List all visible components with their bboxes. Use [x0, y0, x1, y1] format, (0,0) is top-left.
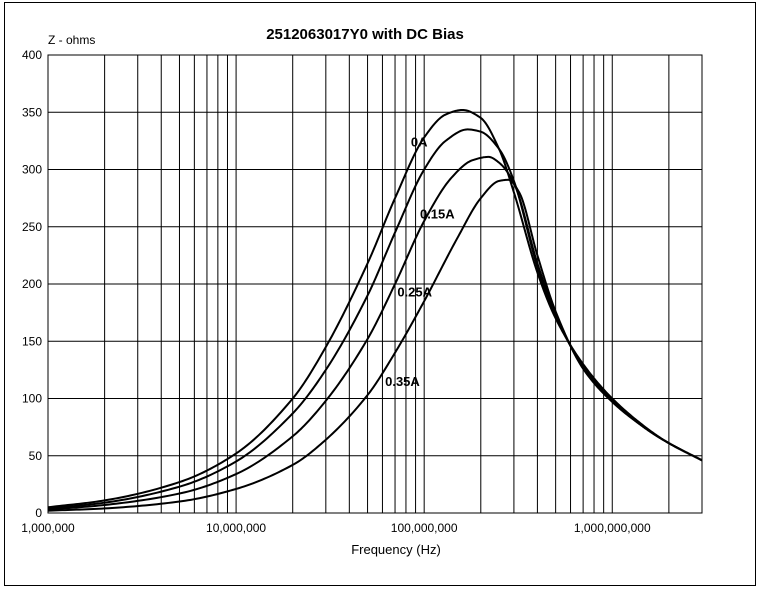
plot-border	[47, 54, 703, 514]
series-annotations: 0A 0.15A 0.25A 0.35A	[385, 135, 455, 389]
y-tick-label: 400	[22, 48, 42, 62]
y-tick-label: 50	[29, 449, 43, 463]
impedance-chart: 2512063017Y0 with DC Bias Z - ohms Frequ…	[21, 26, 703, 557]
y-tick-label: 200	[22, 277, 42, 291]
x-tick-label: 10,000,000	[206, 521, 266, 535]
y-tick-label: 250	[22, 220, 42, 234]
y-tick-label: 0	[35, 506, 42, 520]
series-annotation: 0A	[411, 135, 428, 150]
series-annotation: 0.15A	[420, 207, 455, 222]
grid	[47, 54, 703, 514]
y-axis-label: Z - ohms	[48, 33, 95, 47]
tick-labels: 0 50 100 150 200 250 300 350 400 1,000,000 10,000,…	[21, 48, 651, 535]
chart-title: 2512063017Y0 with DC Bias	[266, 26, 464, 43]
chart-area: 2512063017Y0 with DC Bias Z - ohms Frequ…	[4, 2, 756, 586]
series-line-3	[47, 178, 703, 512]
series-annotation: 0.25A	[397, 285, 432, 300]
series-line-0	[47, 108, 703, 509]
y-tick-label: 300	[22, 163, 42, 177]
series-lines	[47, 108, 703, 512]
y-tick-label: 350	[22, 105, 42, 119]
y-tick-label: 150	[22, 334, 42, 348]
x-tick-label: 1,000,000,000	[574, 521, 651, 535]
series-annotation: 0.35A	[385, 374, 420, 389]
x-tick-label: 1,000,000	[21, 521, 75, 535]
x-tick-label: 100,000,000	[391, 521, 458, 535]
x-axis-label: Frequency (Hz)	[351, 542, 441, 557]
y-tick-label: 100	[22, 392, 42, 406]
